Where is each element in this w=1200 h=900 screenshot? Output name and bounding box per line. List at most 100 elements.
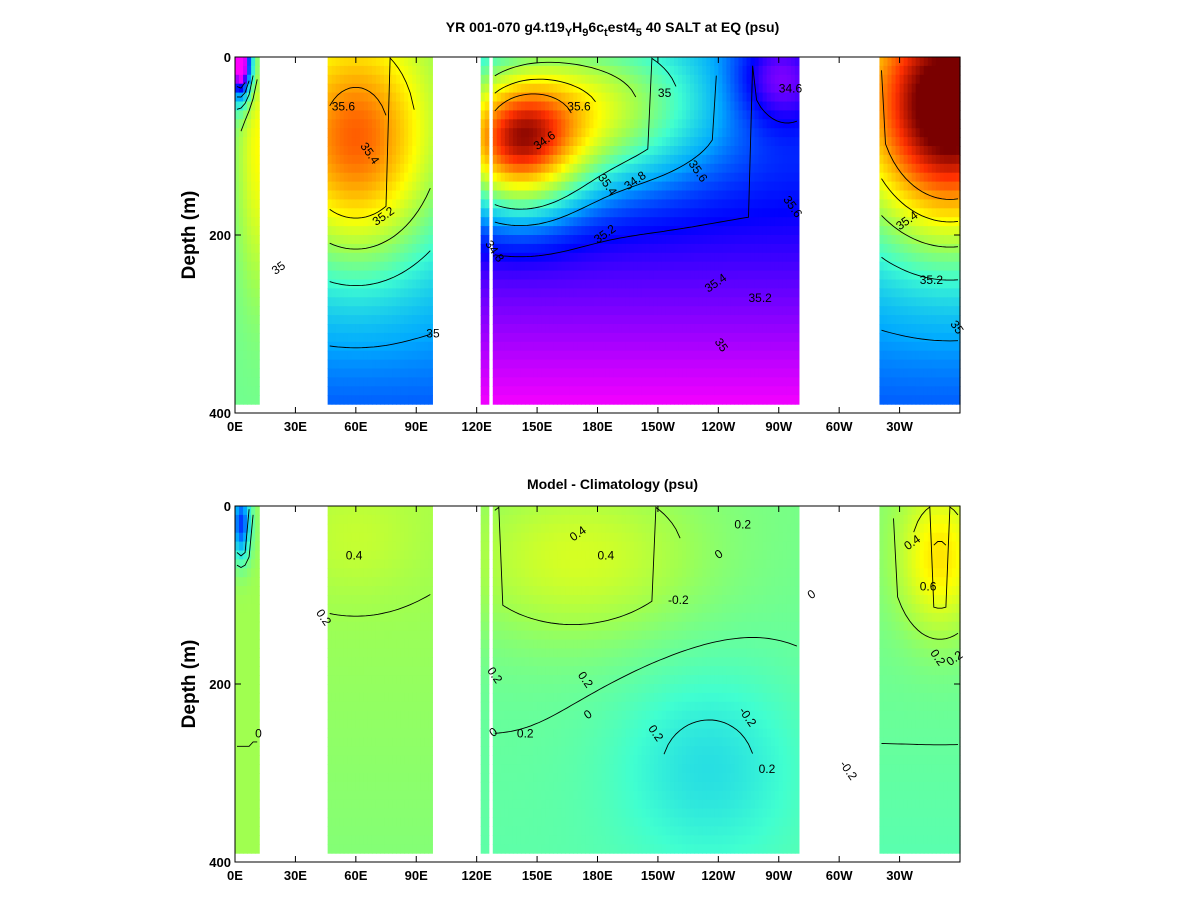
heatmap-cell — [674, 101, 679, 111]
heatmap-cell — [899, 92, 905, 103]
heatmap-cell — [649, 190, 655, 200]
heatmap-cell — [597, 350, 603, 361]
heatmap-cell — [637, 226, 643, 236]
heatmap-cell — [891, 137, 897, 147]
heatmap-cell — [633, 154, 639, 165]
heatmap-cell — [943, 252, 949, 263]
heatmap-cell — [508, 74, 514, 85]
heatmap-cell — [375, 395, 381, 405]
heatmap-cell — [730, 74, 736, 85]
heatmap-cell — [512, 110, 518, 120]
heatmap-cell — [392, 243, 397, 254]
heatmap-cell — [661, 297, 667, 307]
heatmap-cell — [359, 386, 365, 396]
heatmap-cell — [343, 154, 349, 165]
heatmap-cell — [702, 74, 707, 85]
heatmap-cell — [545, 163, 550, 174]
heatmap-cell — [923, 83, 929, 94]
heatmap-cell — [915, 226, 921, 236]
heatmap-cell — [770, 332, 776, 343]
heatmap-cell — [766, 386, 772, 396]
heatmap-cell — [706, 146, 711, 156]
heatmap-cell — [730, 92, 736, 103]
heatmap-cell — [239, 377, 244, 387]
heatmap-cell — [412, 288, 417, 298]
heatmap-cell — [674, 226, 679, 236]
heatmap-cell — [621, 65, 627, 76]
heatmap-cell — [585, 297, 591, 307]
heatmap-cell — [613, 181, 619, 192]
heatmap-cell — [947, 235, 953, 245]
heatmap-cell — [428, 341, 433, 352]
heatmap-cell — [734, 163, 740, 174]
heatmap-cell — [678, 181, 683, 192]
heatmap-cell — [879, 395, 885, 405]
heatmap-cell — [678, 154, 683, 165]
heatmap-cell — [569, 368, 574, 378]
heatmap-cell — [593, 359, 599, 370]
heatmap-cell — [730, 199, 736, 209]
heatmap-cell — [480, 386, 486, 396]
heatmap-cell — [674, 279, 679, 289]
heatmap-cell — [722, 395, 727, 405]
heatmap-cell — [371, 137, 377, 147]
heatmap-cell — [396, 217, 401, 227]
heatmap-cell — [327, 128, 333, 138]
heatmap-cell — [750, 146, 756, 156]
heatmap-cell — [714, 270, 719, 281]
heatmap-cell — [549, 199, 554, 209]
heatmap-cell — [653, 332, 659, 343]
heatmap-cell — [649, 350, 655, 361]
heatmap-cell — [561, 315, 566, 325]
heatmap-cell — [529, 377, 534, 387]
heatmap-cell — [537, 146, 542, 156]
heatmap-cell — [589, 65, 595, 76]
heatmap-cell — [235, 377, 240, 387]
heatmap-cell — [911, 137, 917, 147]
heatmap-cell — [770, 92, 776, 103]
heatmap-cell — [702, 270, 707, 281]
heatmap-cell — [492, 137, 498, 147]
heatmap-cell — [617, 306, 623, 316]
heatmap-cell — [657, 137, 663, 147]
heatmap-cell — [750, 208, 756, 218]
heatmap-cell — [601, 297, 607, 307]
heatmap-cell — [484, 261, 490, 272]
heatmap-cell — [625, 332, 631, 343]
heatmap-cell — [416, 83, 421, 94]
heatmap-cell — [396, 199, 401, 209]
heatmap-cell — [577, 154, 582, 165]
heatmap-cell — [718, 154, 723, 165]
heatmap-cell — [243, 377, 248, 387]
heatmap-cell — [746, 65, 752, 76]
heatmap-cell — [794, 315, 800, 325]
heatmap-cell — [585, 217, 591, 227]
heatmap-cell — [573, 226, 578, 236]
heatmap-cell — [770, 252, 776, 263]
heatmap-cell — [601, 243, 607, 254]
heatmap-cell — [420, 65, 425, 76]
heatmap-cell — [553, 137, 558, 147]
heatmap-cell — [943, 137, 949, 147]
heatmap-cell — [375, 306, 381, 316]
heatmap-cell — [504, 74, 510, 85]
heatmap-cell — [416, 297, 421, 307]
heatmap-cell — [758, 359, 764, 370]
heatmap-cell — [597, 101, 603, 111]
heatmap-cell — [396, 252, 401, 263]
heatmap-cell — [516, 172, 522, 183]
heatmap-cell — [758, 386, 764, 396]
heatmap-cell — [621, 324, 627, 334]
heatmap-cell — [778, 395, 784, 405]
heatmap-cell — [903, 146, 909, 156]
heatmap-cell — [661, 235, 667, 245]
heatmap-cell — [758, 181, 764, 192]
heatmap-cell — [500, 359, 506, 370]
heatmap-cell — [899, 297, 905, 307]
heatmap-cell — [396, 163, 401, 174]
heatmap-cell — [702, 199, 707, 209]
heatmap-cell — [794, 261, 800, 272]
heatmap-cell — [778, 297, 784, 307]
heatmap-cell — [879, 83, 885, 94]
heatmap-cell — [879, 217, 885, 227]
